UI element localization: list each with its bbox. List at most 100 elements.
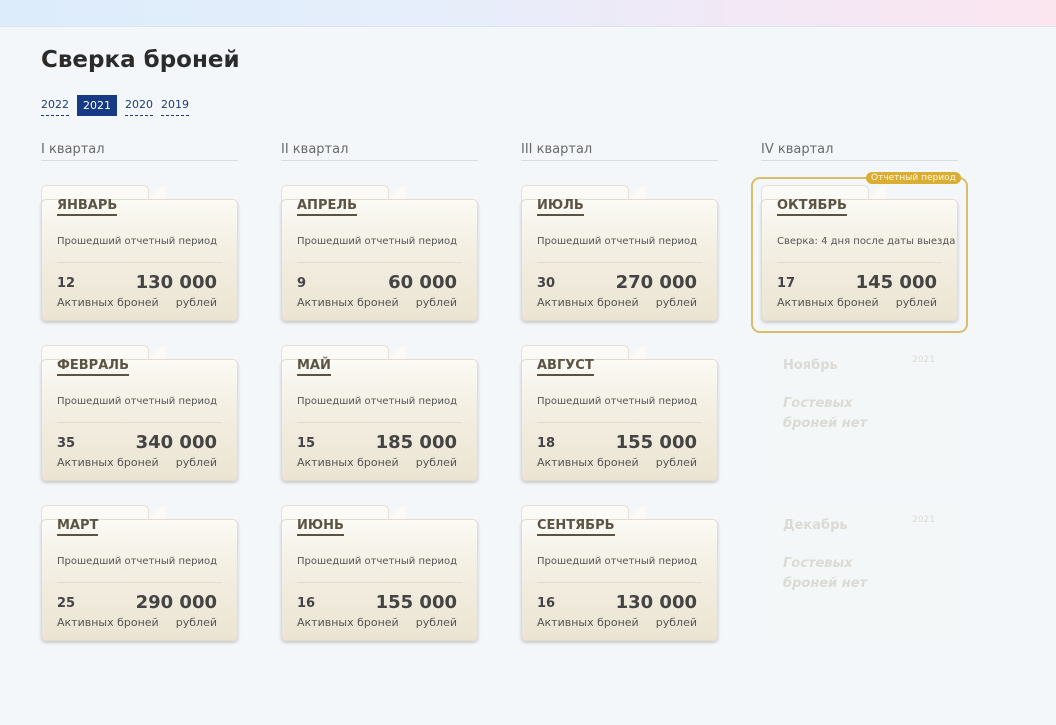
- card-body: ФЕВРАЛЬ Прошедший отчетный период 35 340 00…: [41, 358, 238, 481]
- month-link[interactable]: ЯНВАРЬ: [57, 198, 118, 216]
- bookings-count: 18: [537, 436, 556, 451]
- month-card[interactable]: ФЕВРАЛЬ Прошедший отчетный период 35 340 00…: [41, 345, 238, 482]
- card-body: МАЙ Прошедший отчетный период 15 185 000 Акт…: [281, 358, 478, 481]
- bookings-sum: 155 000: [375, 592, 457, 613]
- currency-label: рублей: [415, 616, 457, 629]
- period-status: Прошедший отчетный период: [297, 236, 458, 247]
- bookings-sum: 130 000: [615, 592, 697, 613]
- period-status: Прошедший отчетный период: [297, 396, 458, 407]
- card-body: ИЮЛЬ Прошедший отчетный период 30 270 000 Ак…: [521, 198, 718, 321]
- card-body: МАРТ Прошедший отчетный период 25 290 000 Ак…: [41, 518, 238, 641]
- no-bookings-text: Гостевых броней нет: [783, 396, 868, 431]
- no-bookings-text: Гостевых броней нет: [783, 556, 868, 591]
- period-status: Прошедший отчетный период: [57, 556, 218, 567]
- month-card[interactable]: ОКТЯБРЬ Сверка: 4 дня после даты выезда 17…: [761, 185, 958, 322]
- currency-label: рублей: [175, 616, 217, 629]
- bookings-sum: 185 000: [375, 432, 457, 453]
- bookings-count: 15: [297, 436, 316, 451]
- month-link[interactable]: ИЮЛЬ: [537, 198, 584, 216]
- divider: [57, 262, 222, 263]
- divider: [777, 262, 942, 263]
- bookings-sum: 145 000: [855, 272, 937, 293]
- month-name: Декабрь: [783, 518, 848, 533]
- month-card[interactable]: ИЮНЬ Прошедший отчетный период 16 155 000 Ак…: [281, 505, 478, 642]
- month-card[interactable]: МАЙ Прошедший отчетный период 15 185 000 Акт…: [281, 345, 478, 482]
- quarter-column: I квартал: [41, 142, 238, 161]
- month-link[interactable]: ОКТЯБРЬ: [777, 198, 847, 216]
- quarter-title: I квартал: [41, 142, 238, 161]
- month-year: 2021: [912, 355, 935, 365]
- bookings-sum: 340 000: [135, 432, 217, 453]
- divider: [537, 582, 702, 583]
- card-body: ИЮНЬ Прошедший отчетный период 16 155 000 Ак…: [281, 518, 478, 641]
- divider: [297, 262, 462, 263]
- bookings-count-label: Активных броней: [57, 616, 159, 629]
- bookings-count: 17: [777, 276, 796, 291]
- quarter-title: III квартал: [521, 142, 718, 161]
- card-body: АВГУСТ Прошедший отчетный период 18 155 000…: [521, 358, 718, 481]
- bookings-count-label: Активных броней: [537, 456, 639, 469]
- month-card-empty: Декабрь 2021 Гостевых броней нет: [761, 500, 953, 640]
- divider: [297, 582, 462, 583]
- bookings-count-label: Активных броней: [537, 296, 639, 309]
- current-period-badge: Отчетный период: [866, 172, 961, 184]
- currency-label: рублей: [175, 456, 217, 469]
- year-tab-2019[interactable]: 2019: [161, 95, 189, 116]
- period-status: Прошедший отчетный период: [537, 556, 698, 567]
- period-status: Прошедший отчетный период: [57, 236, 218, 247]
- period-status: Сверка: 4 дня после даты выезда: [777, 236, 956, 247]
- month-link[interactable]: СЕНТЯБРЬ: [537, 518, 615, 536]
- quarter-column: III квартал: [521, 142, 718, 161]
- card-body: АПРЕЛЬ Прошедший отчетный период 9 60 000 Ак…: [281, 198, 478, 321]
- period-status: Прошедший отчетный период: [537, 236, 698, 247]
- month-card[interactable]: ЯНВАРЬ Прошедший отчетный период 12 130 000…: [41, 185, 238, 322]
- divider: [537, 262, 702, 263]
- year-tab-2020[interactable]: 2020: [125, 95, 153, 116]
- bookings-count-label: Активных броней: [57, 456, 159, 469]
- month-link[interactable]: АВГУСТ: [537, 358, 594, 376]
- divider: [297, 422, 462, 423]
- month-card[interactable]: ИЮЛЬ Прошедший отчетный период 30 270 000 Ак…: [521, 185, 718, 322]
- bookings-count: 9: [297, 276, 307, 291]
- month-link[interactable]: ИЮНЬ: [297, 518, 344, 536]
- quarter-title: IV квартал: [761, 142, 958, 161]
- current-period-frame: [751, 177, 968, 333]
- period-status: Прошедший отчетный период: [297, 556, 458, 567]
- divider: [57, 422, 222, 423]
- period-status: Прошедший отчетный период: [537, 396, 698, 407]
- currency-label: рублей: [415, 296, 457, 309]
- period-status: Прошедший отчетный период: [57, 396, 218, 407]
- bookings-count-label: Активных броней: [297, 616, 399, 629]
- bookings-sum: 60 000: [388, 272, 457, 293]
- bookings-count: 16: [297, 596, 316, 611]
- bookings-count-label: Активных броней: [777, 296, 879, 309]
- page-title: Сверка броней: [41, 47, 240, 73]
- month-card[interactable]: МАРТ Прошедший отчетный период 25 290 000 Ак…: [41, 505, 238, 642]
- month-link[interactable]: МАЙ: [297, 358, 331, 376]
- bookings-count: 12: [57, 276, 76, 291]
- bookings-count-label: Активных броней: [297, 296, 399, 309]
- year-tab-2022[interactable]: 2022: [41, 95, 69, 116]
- month-card[interactable]: АВГУСТ Прошедший отчетный период 18 155 000…: [521, 345, 718, 482]
- bookings-count: 25: [57, 596, 76, 611]
- currency-label: рублей: [655, 296, 697, 309]
- bookings-count-label: Активных броней: [297, 456, 399, 469]
- quarter-column: IV квартал: [761, 142, 958, 161]
- currency-label: рублей: [655, 456, 697, 469]
- year-tab-2021[interactable]: 2021: [77, 95, 117, 116]
- month-link[interactable]: ФЕВРАЛЬ: [57, 358, 129, 376]
- bookings-count: 35: [57, 436, 76, 451]
- bookings-sum: 290 000: [135, 592, 217, 613]
- month-year: 2021: [912, 515, 935, 525]
- month-card[interactable]: АПРЕЛЬ Прошедший отчетный период 9 60 000 Ак…: [281, 185, 478, 322]
- currency-label: рублей: [655, 616, 697, 629]
- month-card[interactable]: СЕНТЯБРЬ Прошедший отчетный период 16 130 0…: [521, 505, 718, 642]
- month-link[interactable]: МАРТ: [57, 518, 99, 536]
- card-body: СЕНТЯБРЬ Прошедший отчетный период 16 130 0…: [521, 518, 718, 641]
- month-name: Ноябрь: [783, 358, 838, 373]
- bookings-count-label: Активных броней: [537, 616, 639, 629]
- card-body: ОКТЯБРЬ Сверка: 4 дня после даты выезда 17…: [761, 198, 958, 321]
- month-link[interactable]: АПРЕЛЬ: [297, 198, 358, 216]
- bookings-sum: 155 000: [615, 432, 697, 453]
- month-card-empty: Ноябрь 2021 Гостевых броней нет: [761, 340, 953, 480]
